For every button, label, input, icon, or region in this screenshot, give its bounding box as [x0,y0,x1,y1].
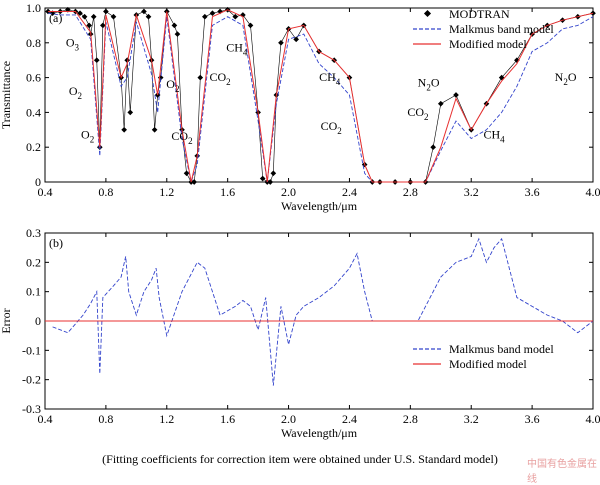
annotation-label: CO2 [209,70,230,87]
x-axis-label: Wavelength/μm [281,199,358,213]
watermark: 中国有色金属在线 [527,455,600,485]
y-tick-label: 0 [35,175,41,189]
x-tick-label: 4.0 [586,412,600,426]
y-tick-label: 0.2 [26,255,41,269]
x-tick-label: 2.0 [281,412,296,426]
y-tick-label: 0.1 [26,285,41,299]
annotation-label: N2O [418,75,440,92]
legend-label: MODTRAN [449,7,510,21]
data-point-modtran [103,9,109,15]
data-point-modtran [202,14,208,20]
x-tick-label: 4.0 [586,185,600,199]
data-point-modtran [91,14,97,20]
data-point-modtran [94,57,100,63]
data-point-modtran [172,23,178,29]
data-point-modtran [248,23,254,29]
x-tick-label: 0.8 [98,412,113,426]
data-point-modtran [82,14,88,20]
figure-caption: (Fitting coefficients for correction ite… [0,452,600,467]
x-axis-label: Wavelength/μm [281,426,358,440]
annotation-label: CH4 [226,41,248,58]
annotation-label: CO2 [407,105,428,122]
annotation-label: CH4 [319,70,341,87]
y-tick-label: 0 [35,314,41,328]
annotation-label: CO2 [171,129,192,146]
x-tick-label: 2.4 [342,185,357,199]
annotation-label: O2 [69,84,82,101]
x-tick-label: 2.8 [403,185,418,199]
data-point-modtran [430,144,436,150]
annotation-label: CO2 [321,119,342,136]
data-point-modtran [210,10,216,16]
x-tick-label: 3.2 [464,185,479,199]
legend-label: Modified model [449,357,527,371]
y-tick-label: 0.6 [26,71,41,85]
y-tick-label: 0.2 [26,140,41,154]
legend-marker [424,10,431,17]
y-tick-label: -0.3 [22,402,41,416]
data-point-modtran [127,110,133,116]
data-point-modtran [197,75,203,81]
annotation-label: O2 [81,128,94,145]
x-tick-label: 1.2 [159,412,174,426]
x-tick-label: 1.2 [159,185,174,199]
data-point-modtran [260,176,266,182]
data-point-modtran [184,170,190,176]
x-tick-label: 3.6 [525,185,540,199]
panel-label: (b) [49,236,63,250]
annotation-label: O2 [166,77,179,94]
data-point-modtran [453,92,459,98]
legend-label: Malkmus band model [449,342,554,356]
data-point-modtran [278,40,284,46]
annotation-label: CH4 [483,128,505,145]
data-point-modtran [438,101,444,107]
legend-label: Modified model [449,37,527,51]
annotation-label: N2O [555,70,577,87]
data-point-modtran [121,127,127,133]
x-tick-label: 3.6 [525,412,540,426]
data-point-modtran [152,127,158,133]
data-point-modtran [175,31,181,37]
x-tick-label: 0.8 [98,185,113,199]
x-tick-label: 2.0 [281,185,296,199]
data-point-modtran [267,179,273,185]
y-axis-label: Transmittance [0,61,13,129]
x-tick-label: 1.6 [220,185,235,199]
data-point-modtran [111,14,117,20]
y-tick-label: 0.3 [26,226,41,240]
legend-label: Malkmus band model [449,22,554,36]
data-point-modtran [271,170,277,176]
annotation-label: O3 [66,35,80,52]
x-tick-label: 1.6 [220,412,235,426]
y-tick-label: 0.4 [26,105,41,119]
x-tick-label: 3.2 [464,412,479,426]
y-axis-label: Error [0,308,13,333]
y-tick-label: 1.0 [26,1,41,15]
x-tick-label: 2.8 [403,412,418,426]
y-tick-label: -0.1 [22,343,41,357]
y-tick-label: -0.2 [22,373,41,387]
y-tick-label: 0.8 [26,36,41,50]
x-tick-label: 2.4 [342,412,357,426]
